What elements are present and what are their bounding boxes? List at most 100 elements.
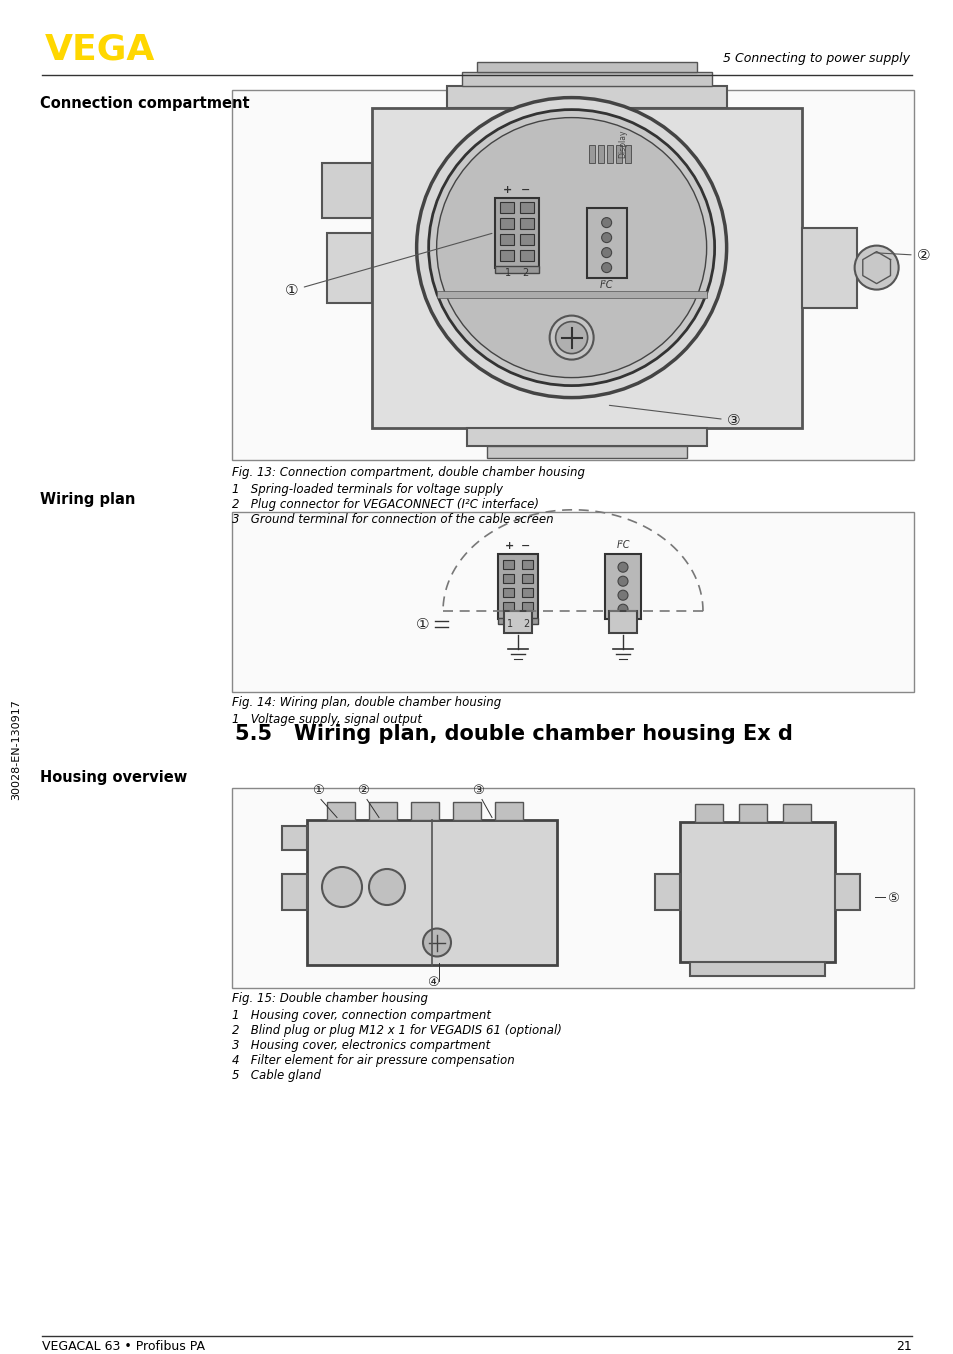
Bar — [494, 265, 538, 272]
Bar — [369, 802, 396, 819]
Text: ④: ④ — [427, 976, 438, 990]
Circle shape — [601, 248, 611, 257]
Bar — [503, 611, 532, 634]
Text: 4   Filter element for air pressure compensation: 4 Filter element for air pressure compen… — [232, 1053, 515, 1067]
Text: ①: ① — [312, 784, 323, 798]
Text: 2   Blind plug or plug M12 x 1 for VEGADIS 61 (optional): 2 Blind plug or plug M12 x 1 for VEGADIS… — [232, 1024, 561, 1037]
Text: 2   Plug connector for VEGACONNECT (I²C interface): 2 Plug connector for VEGACONNECT (I²C in… — [232, 498, 538, 510]
Circle shape — [601, 263, 611, 272]
Bar — [502, 574, 514, 584]
Text: I²C: I²C — [616, 540, 629, 550]
Bar — [499, 218, 513, 229]
Bar — [499, 202, 513, 213]
Bar — [597, 145, 603, 162]
Text: ②: ② — [356, 784, 369, 798]
Bar — [801, 227, 856, 307]
Text: 1: 1 — [504, 268, 510, 278]
Bar — [411, 802, 438, 819]
Circle shape — [555, 322, 587, 353]
Bar — [521, 574, 533, 584]
Circle shape — [549, 315, 593, 360]
Bar — [282, 873, 307, 910]
Text: +: + — [505, 542, 514, 551]
Bar — [519, 202, 533, 213]
Text: 1: 1 — [506, 619, 513, 630]
Bar — [586, 207, 626, 278]
Text: ②: ② — [874, 248, 929, 263]
Text: ③: ③ — [472, 784, 483, 798]
Text: Housing overview: Housing overview — [40, 770, 187, 785]
Bar — [497, 619, 537, 624]
Ellipse shape — [428, 110, 714, 386]
Text: 5   Cable gland: 5 Cable gland — [232, 1070, 320, 1082]
Bar — [494, 198, 538, 268]
Bar — [461, 72, 711, 85]
Bar — [694, 804, 721, 822]
Bar — [326, 233, 372, 302]
Circle shape — [601, 233, 611, 242]
Bar — [232, 788, 913, 988]
Bar — [519, 234, 533, 245]
Text: 5.5   Wiring plan, double chamber housing Ex d: 5.5 Wiring plan, double chamber housing … — [234, 724, 792, 743]
Bar — [679, 822, 834, 961]
Bar — [495, 802, 522, 819]
Text: −: − — [520, 542, 530, 551]
Bar — [282, 826, 307, 849]
Bar — [436, 291, 706, 298]
Text: ③: ③ — [609, 405, 740, 428]
Text: 3   Ground terminal for connection of the cable screen: 3 Ground terminal for connection of the … — [232, 513, 553, 525]
Text: 2: 2 — [522, 619, 529, 630]
Circle shape — [618, 590, 627, 600]
Bar — [519, 249, 533, 260]
Text: I²C: I²C — [599, 279, 613, 290]
Bar — [521, 603, 533, 611]
Text: ⑤: ⑤ — [885, 892, 898, 904]
Bar — [486, 445, 686, 458]
Bar — [689, 961, 823, 976]
Circle shape — [601, 218, 611, 227]
Bar — [781, 804, 810, 822]
Text: 2: 2 — [522, 268, 528, 278]
Bar — [615, 145, 621, 162]
Bar — [654, 873, 679, 910]
Bar — [738, 804, 766, 822]
Text: Connection compartment: Connection compartment — [40, 96, 250, 111]
Text: 30028-EN-130917: 30028-EN-130917 — [11, 700, 21, 800]
Bar — [476, 61, 696, 72]
Bar — [453, 802, 480, 819]
Bar — [588, 145, 594, 162]
Circle shape — [854, 245, 898, 290]
Circle shape — [618, 604, 627, 615]
Text: 5 Connecting to power supply: 5 Connecting to power supply — [722, 51, 909, 65]
Text: Fig. 14: Wiring plan, double chamber housing: Fig. 14: Wiring plan, double chamber hou… — [232, 696, 500, 709]
Bar — [502, 588, 514, 597]
Bar — [307, 819, 557, 964]
Circle shape — [322, 867, 361, 907]
Text: VEGA: VEGA — [45, 32, 155, 66]
Bar — [521, 561, 533, 569]
Text: +: + — [502, 184, 512, 195]
Bar — [519, 218, 533, 229]
Text: Display: Display — [618, 129, 627, 157]
Bar — [502, 561, 514, 569]
Text: 1   Housing cover, connection compartment: 1 Housing cover, connection compartment — [232, 1009, 491, 1022]
Bar — [321, 162, 372, 218]
Bar — [834, 873, 859, 910]
Text: ①: ① — [285, 233, 492, 298]
Text: 1   Spring-loaded terminals for voltage supply: 1 Spring-loaded terminals for voltage su… — [232, 483, 502, 496]
Bar — [499, 234, 513, 245]
Bar — [372, 107, 801, 428]
Circle shape — [369, 869, 405, 904]
Bar — [466, 428, 706, 445]
Bar — [497, 554, 537, 619]
Text: 21: 21 — [895, 1340, 911, 1353]
Text: −: − — [520, 184, 530, 195]
Bar — [499, 249, 513, 260]
Bar — [608, 611, 637, 634]
Bar — [521, 588, 533, 597]
Bar — [502, 603, 514, 611]
Circle shape — [618, 562, 627, 573]
Bar — [232, 512, 913, 692]
Text: ①: ① — [416, 617, 430, 632]
Bar — [604, 554, 640, 619]
